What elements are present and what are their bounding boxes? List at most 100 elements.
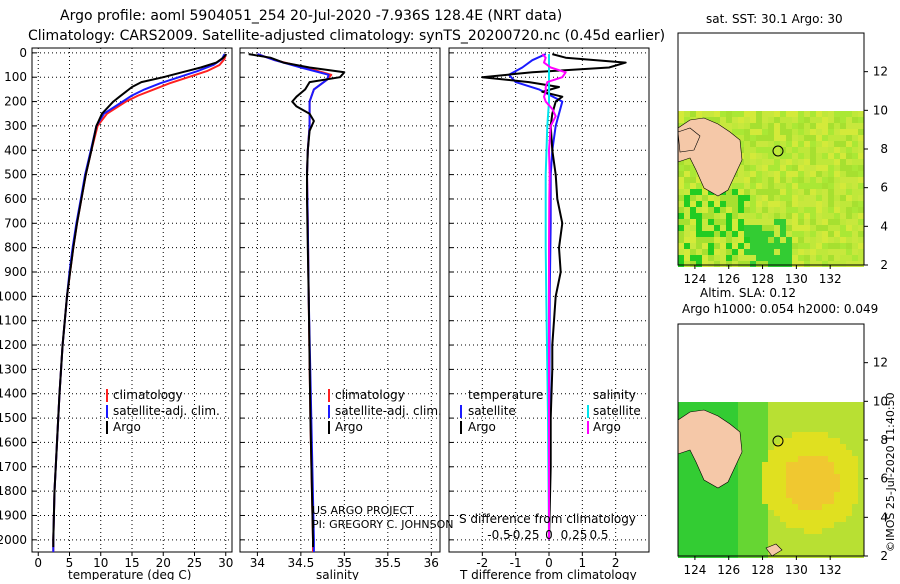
map-cell [678,480,684,486]
depth-tick-label: 300 [4,119,27,133]
map-cell [804,432,810,438]
series-line-climatology [257,53,333,552]
map-cell [798,462,804,468]
map-cell [792,201,798,207]
map-cell [690,195,696,201]
map-cell [858,135,864,141]
map-cell [816,456,822,462]
map-cell [858,153,864,159]
map-cell [792,243,798,249]
map-cell [846,444,852,450]
map-cell [846,486,852,492]
map-cell [834,231,840,237]
map-cell [690,480,696,486]
map-cell [786,195,792,201]
map-cell [696,492,702,498]
map-cell [720,249,726,255]
map-cell [810,183,816,189]
map-cell [684,480,690,486]
map-cell [780,255,786,261]
map-cell [774,438,780,444]
map-cell [756,420,762,426]
map-cell [828,195,834,201]
map-cell [750,486,756,492]
map-cell [744,219,750,225]
map-cell [690,492,696,498]
map-cell [780,420,786,426]
map-cell [684,225,690,231]
map-cell [708,243,714,249]
map-cell [678,516,684,522]
map-cell [738,474,744,480]
map-cell [828,123,834,129]
map-cell [798,117,804,123]
map-cell [822,219,828,225]
legend-t-argo: Argo [468,420,496,434]
map-cell [816,450,822,456]
map-cell [816,498,822,504]
map-cell [834,201,840,207]
map-cell [726,510,732,516]
map-cell [726,207,732,213]
map-cell [798,255,804,261]
map-cell [756,534,762,540]
map-cell [858,207,864,213]
map-cell [750,165,756,171]
map-cell [804,498,810,504]
map-cell [732,540,738,546]
series-line-salinity-satellite [544,54,550,540]
map-cell [702,201,708,207]
map-cell [744,129,750,135]
map-cell [732,243,738,249]
map-cell [810,498,816,504]
map-cell [786,420,792,426]
map-cell [756,165,762,171]
map-cell [852,183,858,189]
map-cell [846,171,852,177]
map-cell [774,540,780,546]
map-cell [780,450,786,456]
map-cell [840,498,846,504]
map-cell [846,510,852,516]
map-cell [684,468,690,474]
map-cell [798,135,804,141]
map-cell [738,117,744,123]
map-cell [804,402,810,408]
map-cell [804,189,810,195]
map-cell [762,249,768,255]
map-cell [768,468,774,474]
map-cell [750,171,756,177]
credit-line1: US ARGO PROJECT [312,504,414,517]
map-cell [804,414,810,420]
map-cell [846,219,852,225]
map-cell [792,159,798,165]
map-cell [828,177,834,183]
map-cell [750,141,756,147]
map-cell [828,135,834,141]
map-cell [792,444,798,450]
map-cell [840,444,846,450]
map-cell [852,207,858,213]
map-cell [750,528,756,534]
depth-tick-label: 0 [19,46,27,60]
map-cell [678,510,684,516]
map-cell [732,219,738,225]
map-cell [762,123,768,129]
map-cell [780,195,786,201]
map-cell [762,540,768,546]
map-cell [678,534,684,540]
map-cell [786,546,792,552]
map-cell [798,444,804,450]
map-cell [828,183,834,189]
map-cell [678,243,684,249]
map-cell [744,438,750,444]
map-cell [756,522,762,528]
map-cell [768,474,774,480]
map-cell [810,414,816,420]
map-cell [774,420,780,426]
map-cell [858,504,864,510]
map-cell [726,237,732,243]
map-cell [828,516,834,522]
map-cell [834,219,840,225]
map-cell [714,219,720,225]
